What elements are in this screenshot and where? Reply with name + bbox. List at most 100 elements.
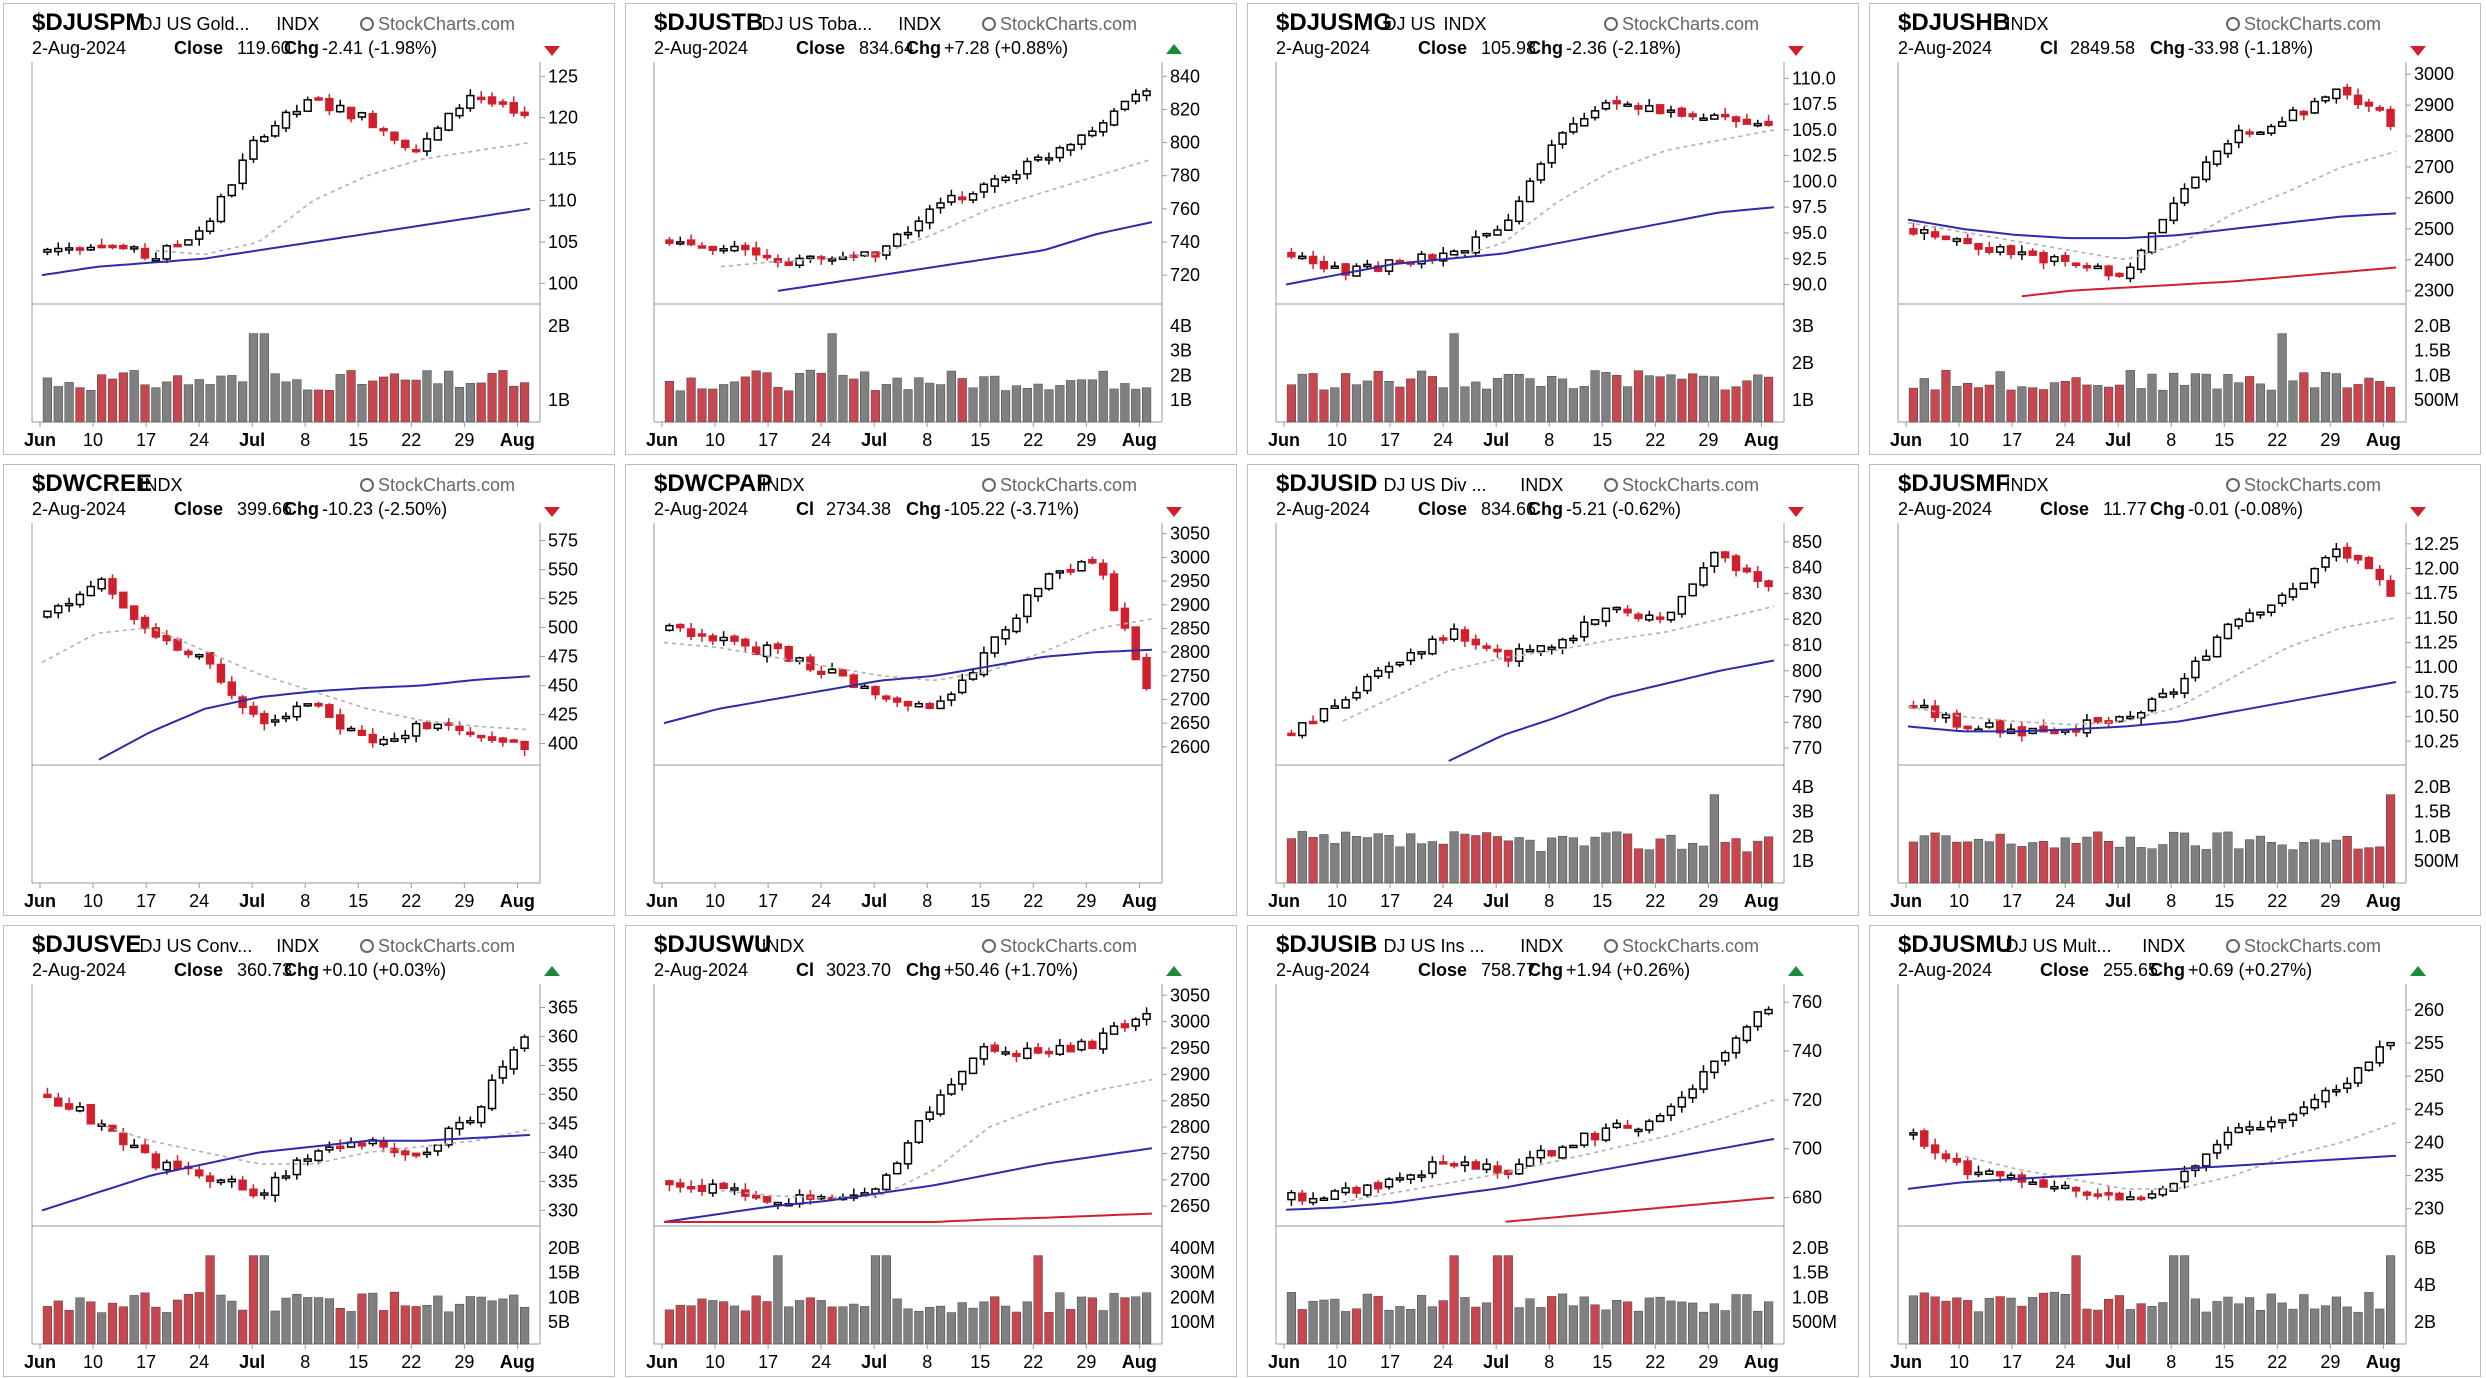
volume-bar xyxy=(1471,835,1481,884)
candle-body xyxy=(1612,99,1621,105)
volume-bar xyxy=(151,1306,161,1345)
x-tick-label: 15 xyxy=(348,430,368,450)
x-tick-label: Jun xyxy=(1890,430,1922,450)
volume-tick-label: 1B xyxy=(1792,851,1814,871)
candle-body xyxy=(1384,665,1394,673)
candle-body xyxy=(1287,1191,1296,1201)
x-tick-label: Aug xyxy=(2366,430,2401,450)
candle-body xyxy=(357,1142,367,1147)
price-tick-label: 2800 xyxy=(1170,1117,1210,1137)
volume-tick-label: 15B xyxy=(548,1263,580,1283)
candle-body xyxy=(1514,200,1524,223)
candle-body xyxy=(1645,614,1654,621)
x-tick-label: 15 xyxy=(2214,891,2234,911)
candle-body xyxy=(676,1182,685,1188)
chart-panel[interactable]: $DJUSWU INDX StockCharts.com 2-Aug-2024 Cl 30… xyxy=(625,925,1237,1377)
candle-body xyxy=(2245,612,2254,623)
candle-body xyxy=(838,669,848,677)
volume-bar xyxy=(2060,1293,2070,1345)
candle-body xyxy=(64,1103,74,1110)
volume-bar xyxy=(2310,387,2320,423)
price-tick-label: 740 xyxy=(1792,1041,1822,1061)
candle-body xyxy=(1634,1128,1643,1133)
volume-bar xyxy=(2028,387,2038,423)
volume-bar xyxy=(97,1312,107,1345)
candle-body xyxy=(205,652,215,665)
volume-bar xyxy=(1623,833,1633,884)
candle-body xyxy=(2202,655,2211,661)
candle-body xyxy=(1460,250,1470,254)
x-tick-label: 22 xyxy=(1645,1352,1665,1372)
volume-bar xyxy=(1330,843,1340,884)
candle-body xyxy=(708,635,718,642)
volume-bar xyxy=(903,1308,913,1345)
candle-body xyxy=(433,723,443,730)
candle-body xyxy=(1471,1161,1480,1170)
candle-body xyxy=(2158,1188,2168,1196)
candle-body xyxy=(498,101,508,105)
chart-panel[interactable]: $DJUSTB DJ US Toba... INDX StockCharts.com 2… xyxy=(625,3,1237,455)
x-tick-label: Jun xyxy=(24,891,56,911)
candle-body xyxy=(914,702,924,708)
candle-body xyxy=(2202,161,2211,181)
volume-bar xyxy=(957,378,967,423)
candle-body xyxy=(64,247,74,251)
chart-panel[interactable]: $DJUSMG DJ US INDX StockCharts.com 2-Aug-202… xyxy=(1247,3,1859,455)
chart-panel[interactable]: $DJUSIB DJ US Ins ... INDX StockCharts.com 2… xyxy=(1247,925,1859,1377)
close-caption: Cl xyxy=(796,960,814,980)
x-tick-label: 24 xyxy=(189,891,209,911)
candle-body xyxy=(1677,1096,1687,1108)
chart-panel[interactable]: $DJUSID DJ US Div ... INDX StockCharts.com 2… xyxy=(1247,464,1859,916)
x-tick-label: 22 xyxy=(1023,1352,1043,1372)
volume-bar xyxy=(1579,386,1589,423)
volume-bar xyxy=(1001,1305,1011,1345)
close-value: 105.98 xyxy=(1481,38,1536,58)
volume-bar xyxy=(498,370,508,423)
volume-bar xyxy=(816,1300,826,1345)
volume-bar xyxy=(335,1308,345,1345)
candle-body xyxy=(697,633,707,637)
x-tick-label: 17 xyxy=(758,430,778,450)
chart-panel[interactable]: $DJUSMF INDX StockCharts.com 2-Aug-2024 Clos… xyxy=(1869,464,2481,916)
volume-bar xyxy=(1720,841,1730,884)
candle-body xyxy=(2180,1170,2189,1183)
volume-bar xyxy=(1087,1297,1097,1345)
chart-panel[interactable]: $DJUSMU DJ US Mult... INDX StockCharts.com 2… xyxy=(1869,925,2481,1377)
chart-panel[interactable]: $DJUSPM DJ US Gold... INDX StockCharts.com 2… xyxy=(3,3,615,455)
volume-tick-label: 4B xyxy=(1792,777,1814,797)
candle-body xyxy=(1120,100,1130,111)
price-tick-label: 92.5 xyxy=(1792,249,1827,269)
candle-body xyxy=(2267,604,2276,614)
volume-tick-label: 2.0B xyxy=(1792,1238,1829,1258)
volume-bar xyxy=(248,333,259,423)
x-tick-label: 8 xyxy=(300,430,310,450)
volume-bar xyxy=(1087,379,1097,423)
candle-body xyxy=(1580,118,1589,127)
chart-panel[interactable]: $DWCPAP INDX StockCharts.com 2-Aug-2024 Cl 27… xyxy=(625,464,1237,916)
candle-body xyxy=(140,247,150,259)
volume-bar xyxy=(1601,1309,1611,1345)
candle-body xyxy=(1395,1177,1405,1181)
chart-panel[interactable]: $DWCREE INDX StockCharts.com 2-Aug-2024 Clos… xyxy=(3,464,615,916)
symbol-label: $DJUSWU xyxy=(654,931,771,958)
volume-bar xyxy=(794,1300,805,1345)
source-label: StockCharts.com xyxy=(1000,936,1137,956)
volume-bar xyxy=(1362,837,1372,884)
candle-body xyxy=(97,244,106,249)
chart-panel[interactable]: $DJUSHB INDX StockCharts.com 2-Aug-2024 Cl 28… xyxy=(1869,3,2481,455)
price-tick-label: 125 xyxy=(548,66,578,86)
volume-bar xyxy=(2223,374,2233,423)
candle-body xyxy=(195,1169,204,1177)
volume-tick-label: 3B xyxy=(1170,341,1192,361)
x-tick-label: Jul xyxy=(1483,891,1509,911)
volume-bar xyxy=(2071,377,2081,423)
candle-body xyxy=(1547,646,1556,651)
candle-body xyxy=(2375,568,2384,581)
candle-body xyxy=(1319,260,1329,270)
chart-panel[interactable]: $DJUSVE DJ US Conv... INDX StockCharts.com 2… xyxy=(3,925,615,1377)
volume-bar xyxy=(2017,846,2027,884)
candle-body xyxy=(325,704,334,718)
volume-bar xyxy=(1753,374,1763,423)
candle-body xyxy=(2191,176,2200,189)
price-tick-label: 2650 xyxy=(1170,1196,1210,1216)
